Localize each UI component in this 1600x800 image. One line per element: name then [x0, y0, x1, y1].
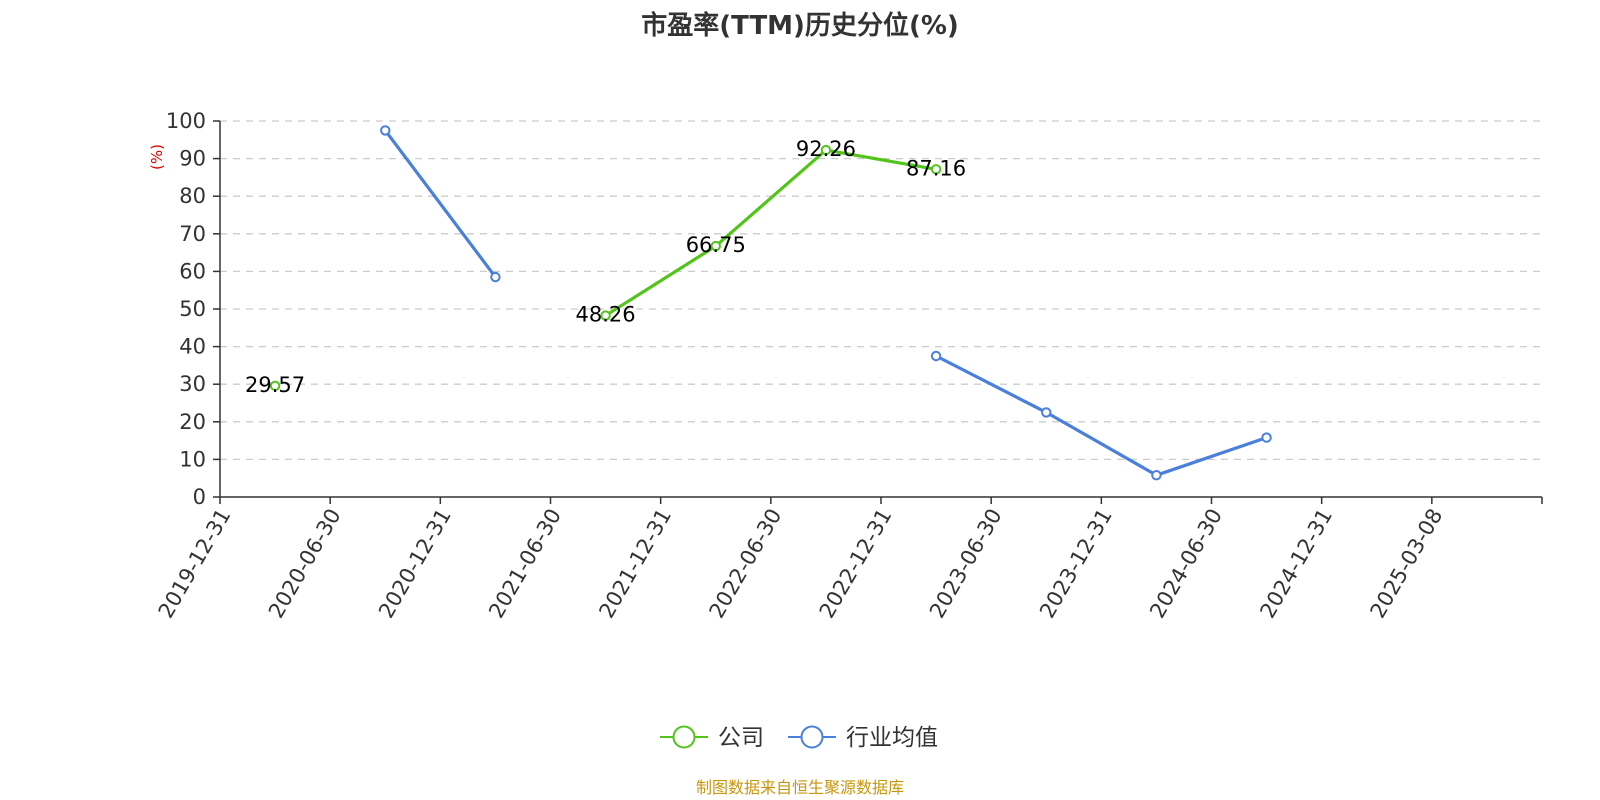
x-tick-label: 2023-12-31 [1035, 505, 1117, 623]
data-point[interactable] [600, 310, 611, 321]
data-point[interactable] [1261, 432, 1272, 443]
chart-title: 市盈率(TTM)历史分位(%) [641, 10, 959, 41]
data-point[interactable] [1151, 469, 1162, 481]
x-tick-label: 2024-12-31 [1255, 505, 1337, 623]
axes: 0 10 20 30 40 50 60 70 80 90 100 2019-12-31 2020-06-… [154, 109, 1543, 623]
data-point[interactable] [930, 350, 942, 362]
y-tick-label: 20 [179, 410, 206, 434]
series-line-segment [1154, 435, 1269, 477]
x-tick-label: 2022-06-30 [705, 505, 787, 623]
x-tick-label: 2022-12-31 [815, 505, 897, 623]
x-tick-label: 2020-12-31 [374, 505, 456, 623]
y-axis-label: (%) [148, 144, 166, 170]
series-1 [380, 125, 1272, 481]
legend-item[interactable]: 公司 [660, 725, 764, 751]
x-tick-label: 2023-06-30 [925, 505, 1007, 623]
data-label: 87.16 [906, 156, 966, 180]
series-line-segment [383, 128, 498, 279]
data-label: 66.75 [686, 233, 746, 257]
data-point[interactable] [269, 380, 281, 392]
x-tick-label: 2021-12-31 [594, 505, 676, 623]
data-point[interactable] [380, 125, 391, 136]
data-point[interactable] [930, 164, 942, 175]
x-tick-label: 2021-06-30 [484, 505, 566, 623]
y-tick-label: 80 [179, 184, 206, 208]
series-line-segment [714, 148, 828, 248]
x-tick-label: 2020-06-30 [264, 505, 346, 623]
series-line-segment [603, 244, 718, 318]
x-tick-label: 2024-06-30 [1145, 505, 1227, 623]
data-label: 48.26 [576, 303, 636, 327]
series-line-segment [1044, 410, 1159, 477]
legend-marker [672, 725, 696, 749]
source-note: 制图数据来自恒生聚源数据库 [696, 778, 904, 797]
data-point[interactable] [490, 271, 501, 283]
y-tick-label: 60 [179, 259, 206, 283]
y-tick-label: 100 [166, 109, 206, 133]
x-tick-label: 2019-12-31 [154, 505, 236, 623]
legend-label: 行业均值 [846, 725, 938, 751]
data-label: 92.26 [796, 137, 856, 161]
legend[interactable]: 公司 行业均值 [660, 725, 938, 751]
y-tick-label: 50 [179, 297, 206, 321]
data-point[interactable] [820, 144, 832, 156]
series-line-segment [934, 354, 1048, 414]
y-tick-label: 70 [179, 222, 206, 246]
legend-item[interactable]: 行业均值 [788, 725, 938, 751]
y-tick-label: 30 [179, 372, 206, 396]
data-labels: 29.57 48.26 66.75 92.26 87.16 [245, 137, 966, 397]
y-tick-label: 90 [179, 147, 206, 171]
y-tick-label: 40 [179, 335, 206, 359]
data-point[interactable] [1041, 407, 1052, 418]
series [269, 125, 1272, 481]
data-point[interactable] [710, 240, 721, 252]
y-tick-label: 0 [193, 485, 206, 509]
legend-marker [800, 725, 824, 749]
series-0 [269, 144, 942, 392]
y-tick-label: 10 [179, 447, 206, 471]
data-label: 29.57 [245, 373, 305, 397]
legend-label: 公司 [718, 725, 764, 751]
series-line-segment [824, 148, 938, 171]
x-tick-label: 2025-03-08 [1366, 505, 1448, 623]
